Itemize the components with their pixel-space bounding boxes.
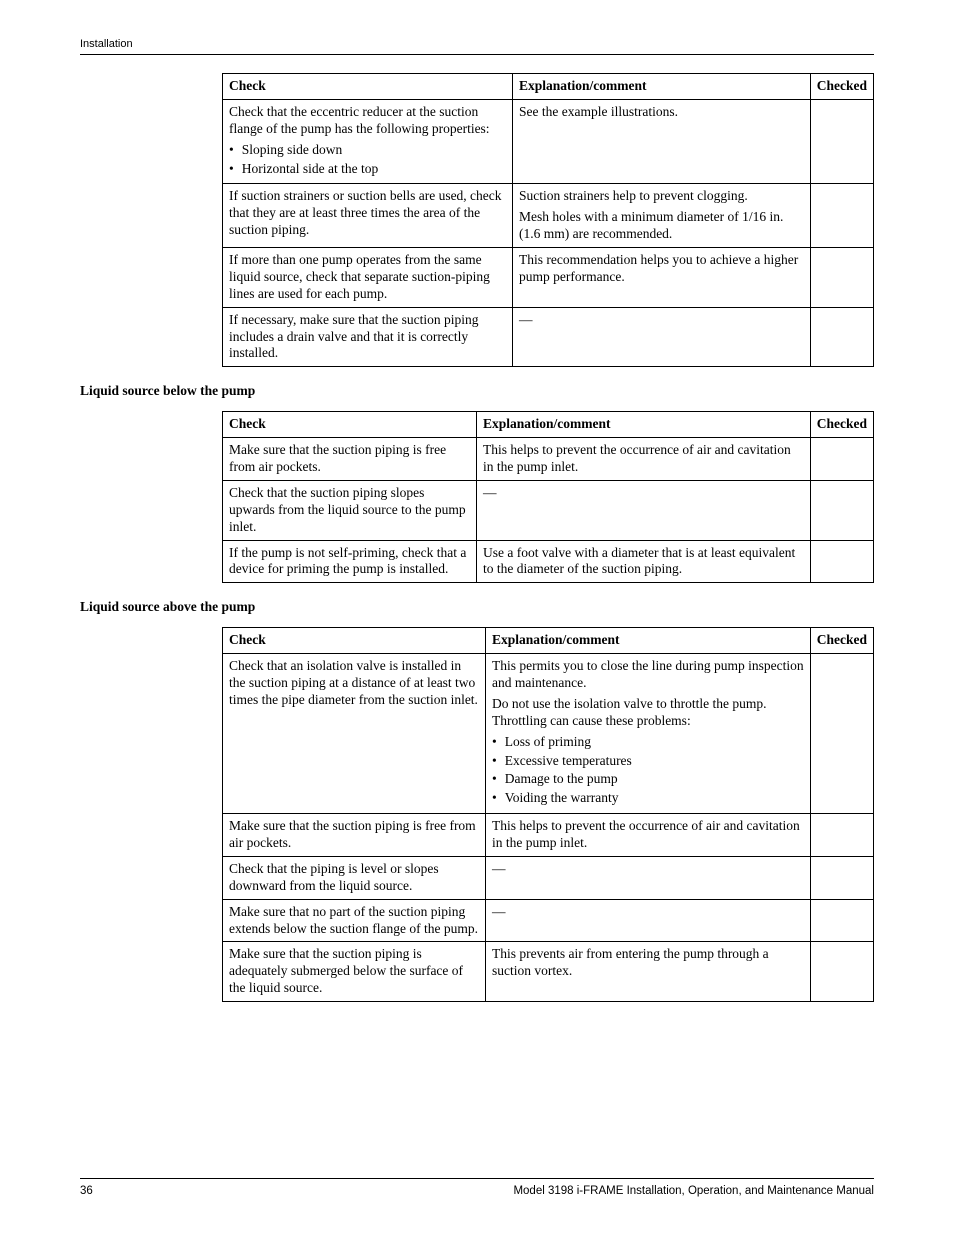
cell-text: Check that the eccentric reducer at the … (229, 104, 506, 138)
cell-checked (810, 856, 873, 899)
table-row: Make sure that the suction piping is fre… (223, 438, 874, 481)
col-header-checked: Checked (810, 628, 873, 654)
col-header-checked: Checked (810, 412, 873, 438)
cell-check: If suction strainers or suction bells ar… (223, 184, 513, 248)
cell-explanation: — (513, 307, 811, 367)
col-header-checked: Checked (810, 74, 873, 100)
cell-check: Make sure that the suction piping is fre… (223, 438, 477, 481)
checklist-table-below-pump: Check Explanation/comment Checked Make s… (222, 411, 874, 583)
cell-check: Make sure that the suction piping is ade… (223, 942, 486, 1002)
table-header-row: Check Explanation/comment Checked (223, 412, 874, 438)
cell-text: This permits you to close the line durin… (492, 658, 804, 692)
col-header-check: Check (223, 628, 486, 654)
table-row: Make sure that no part of the suction pi… (223, 899, 874, 942)
cell-text: Do not use the isolation valve to thrott… (492, 696, 804, 730)
cell-check: Make sure that the suction piping is fre… (223, 814, 486, 857)
cell-check: If the pump is not self-priming, check t… (223, 540, 477, 583)
table-row: Check that an isolation valve is install… (223, 654, 874, 814)
cell-checked (810, 480, 873, 540)
header-section-label: Installation (80, 38, 874, 54)
cell-checked (810, 438, 873, 481)
cell-check: If necessary, make sure that the suction… (223, 307, 513, 367)
table-header-row: Check Explanation/comment Checked (223, 74, 874, 100)
section-heading-below: Liquid source below the pump (80, 383, 874, 399)
cell-bullet-list: Sloping side down Horizontal side at the… (229, 142, 506, 178)
table-row: Make sure that the suction piping is fre… (223, 814, 874, 857)
cell-check: Check that the piping is level or slopes… (223, 856, 486, 899)
checklist-table-general: Check Explanation/comment Checked Check … (222, 73, 874, 367)
cell-text: Suction strainers help to prevent cloggi… (519, 188, 804, 205)
bullet-item: Loss of priming (492, 734, 804, 751)
cell-text: Mesh holes with a minimum diameter of 1/… (519, 209, 804, 243)
cell-explanation: Use a foot valve with a diameter that is… (477, 540, 811, 583)
bullet-item: Sloping side down (229, 142, 506, 159)
cell-bullet-list: Loss of priming Excessive temperatures D… (492, 734, 804, 808)
cell-explanation: — (486, 899, 811, 942)
col-header-check: Check (223, 74, 513, 100)
cell-checked (810, 814, 873, 857)
cell-checked (810, 540, 873, 583)
table-row: Make sure that the suction piping is ade… (223, 942, 874, 1002)
table-row: Check that the eccentric reducer at the … (223, 99, 874, 184)
cell-check: Check that an isolation valve is install… (223, 654, 486, 814)
cell-checked (810, 899, 873, 942)
cell-checked (810, 307, 873, 367)
doc-title: Model 3198 i-FRAME Installation, Operati… (513, 1185, 874, 1197)
checklist-table-above-pump: Check Explanation/comment Checked Check … (222, 627, 874, 1002)
bullet-item: Damage to the pump (492, 771, 804, 788)
cell-explanation: This recommendation helps you to achieve… (513, 248, 811, 308)
cell-explanation: — (486, 856, 811, 899)
cell-explanation: This helps to prevent the occurrence of … (486, 814, 811, 857)
cell-checked (810, 248, 873, 308)
section-heading-above: Liquid source above the pump (80, 599, 874, 615)
header-rule (80, 54, 874, 55)
cell-check: Make sure that no part of the suction pi… (223, 899, 486, 942)
bullet-item: Horizontal side at the top (229, 161, 506, 178)
cell-check: If more than one pump operates from the … (223, 248, 513, 308)
cell-explanation: This permits you to close the line durin… (486, 654, 811, 814)
cell-explanation: Suction strainers help to prevent cloggi… (513, 184, 811, 248)
footer-row: 36 Model 3198 i-FRAME Installation, Oper… (80, 1185, 874, 1197)
col-header-check: Check (223, 412, 477, 438)
page-header: Installation (80, 38, 874, 55)
bullet-item: Excessive temperatures (492, 753, 804, 770)
col-header-explanation: Explanation/comment (477, 412, 811, 438)
table-row: If necessary, make sure that the suction… (223, 307, 874, 367)
table-row: Check that the piping is level or slopes… (223, 856, 874, 899)
footer-rule (80, 1178, 874, 1179)
table-row: If more than one pump operates from the … (223, 248, 874, 308)
cell-checked (810, 654, 873, 814)
cell-checked (810, 184, 873, 248)
table-row: Check that the suction piping slopes upw… (223, 480, 874, 540)
table-row: If the pump is not self-priming, check t… (223, 540, 874, 583)
cell-explanation: — (477, 480, 811, 540)
cell-explanation: See the example illustrations. (513, 99, 811, 184)
cell-checked (810, 942, 873, 1002)
cell-explanation: This helps to prevent the occurrence of … (477, 438, 811, 481)
table-header-row: Check Explanation/comment Checked (223, 628, 874, 654)
cell-check: Check that the suction piping slopes upw… (223, 480, 477, 540)
cell-checked (810, 99, 873, 184)
cell-check: Check that the eccentric reducer at the … (223, 99, 513, 184)
col-header-explanation: Explanation/comment (486, 628, 811, 654)
table-row: If suction strainers or suction bells ar… (223, 184, 874, 248)
cell-explanation: This prevents air from entering the pump… (486, 942, 811, 1002)
bullet-item: Voiding the warranty (492, 790, 804, 807)
page-footer: 36 Model 3198 i-FRAME Installation, Oper… (80, 1178, 874, 1197)
col-header-explanation: Explanation/comment (513, 74, 811, 100)
page-number: 36 (80, 1185, 93, 1197)
